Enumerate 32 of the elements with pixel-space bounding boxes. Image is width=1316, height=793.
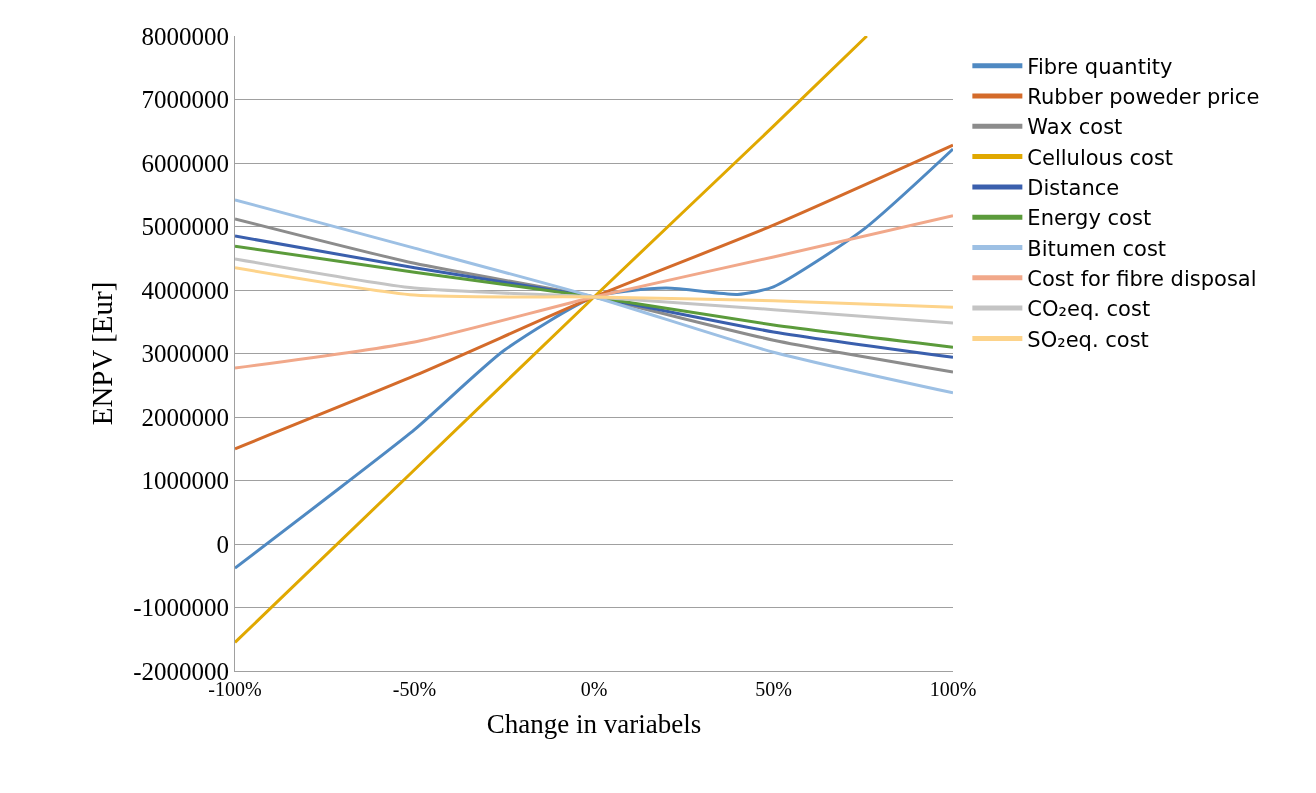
x-tick-label: 100% — [929, 678, 977, 700]
line-series — [235, 143, 953, 451]
line-series — [235, 147, 953, 570]
legend-label: Bitumen cost — [1027, 236, 1167, 261]
line-series — [235, 244, 953, 349]
y-axis-title: ENPV [Eur] — [85, 281, 118, 426]
legend-label: Fibre quantity — [1027, 54, 1173, 79]
legend-label: Distance — [1027, 176, 1120, 201]
line-series — [235, 36, 869, 644]
y-tick-label: 6000000 — [141, 149, 229, 177]
y-tick-label: 4000000 — [141, 276, 229, 304]
y-tick-label: 2000000 — [141, 403, 229, 431]
y-tick-label: 0 — [216, 530, 229, 558]
legend-label: Rubber poweder price — [1027, 85, 1260, 110]
y-tick-label: 5000000 — [141, 213, 229, 241]
y-tick-label: 3000000 — [141, 340, 229, 368]
y-tick-label: 1000000 — [141, 467, 229, 495]
legend-label: Wax cost — [1027, 115, 1123, 140]
y-tick-label: 8000000 — [141, 22, 229, 50]
y-tick-label: -1000000 — [133, 594, 229, 622]
legend-label: SO₂eq. cost — [1027, 327, 1149, 352]
line-series — [235, 266, 953, 309]
x-axis-title: Change in variabels — [486, 709, 702, 740]
x-tick-label: 50% — [755, 678, 792, 700]
legend-label: Cost for fibre disposal — [1027, 266, 1257, 291]
x-tick-label: 0% — [580, 678, 608, 700]
legend-label: Energy cost — [1027, 206, 1152, 231]
x-tick-label: -50% — [392, 678, 437, 700]
legend-label: CO₂eq. cost — [1027, 297, 1151, 322]
line-series — [235, 198, 953, 395]
legend-label: Cellulous cost — [1027, 145, 1174, 170]
y-tick-label: 7000000 — [141, 86, 229, 114]
